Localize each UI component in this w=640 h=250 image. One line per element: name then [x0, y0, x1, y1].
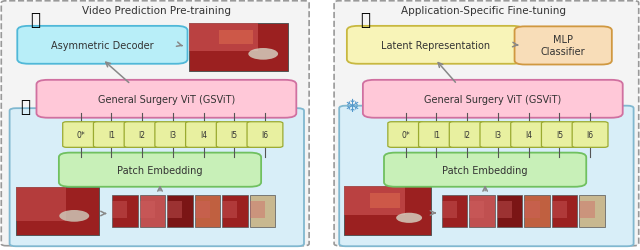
- Text: 🔥: 🔥: [30, 11, 40, 29]
- FancyBboxPatch shape: [1, 2, 309, 246]
- Bar: [16, 188, 66, 221]
- Text: Asymmetric Decoder: Asymmetric Decoder: [51, 41, 154, 50]
- Bar: [167, 202, 182, 218]
- FancyBboxPatch shape: [449, 122, 485, 148]
- FancyBboxPatch shape: [10, 109, 304, 246]
- Text: 0*: 0*: [76, 130, 85, 140]
- FancyBboxPatch shape: [36, 80, 296, 118]
- FancyBboxPatch shape: [63, 122, 99, 148]
- FancyBboxPatch shape: [93, 122, 129, 148]
- FancyBboxPatch shape: [155, 122, 191, 148]
- Bar: [250, 195, 275, 228]
- FancyBboxPatch shape: [419, 122, 454, 148]
- Text: Application-Specific Fine-tuning: Application-Specific Fine-tuning: [401, 6, 566, 16]
- Bar: [189, 24, 288, 71]
- Text: I3: I3: [494, 130, 502, 140]
- Text: General Surgery ViT (GSViT): General Surgery ViT (GSViT): [98, 94, 235, 104]
- Text: ❄: ❄: [344, 97, 360, 115]
- FancyBboxPatch shape: [17, 27, 188, 64]
- Bar: [579, 195, 605, 228]
- Text: I5: I5: [556, 130, 563, 140]
- Text: 🔥: 🔥: [360, 11, 370, 29]
- Bar: [344, 186, 431, 235]
- Text: MLP
Classifier: MLP Classifier: [541, 35, 586, 57]
- Text: General Surgery ViT (GSViT): General Surgery ViT (GSViT): [424, 94, 561, 104]
- FancyBboxPatch shape: [247, 122, 283, 148]
- FancyBboxPatch shape: [186, 122, 221, 148]
- FancyBboxPatch shape: [216, 122, 252, 148]
- Bar: [552, 195, 577, 228]
- Bar: [370, 194, 401, 208]
- Bar: [222, 195, 248, 228]
- FancyBboxPatch shape: [124, 122, 160, 148]
- Text: I3: I3: [169, 130, 177, 140]
- Bar: [442, 202, 457, 218]
- Bar: [222, 202, 237, 218]
- Bar: [579, 202, 595, 218]
- FancyBboxPatch shape: [572, 122, 608, 148]
- FancyBboxPatch shape: [339, 106, 634, 246]
- Bar: [140, 195, 165, 228]
- Bar: [140, 202, 155, 218]
- Bar: [112, 202, 127, 218]
- Bar: [524, 202, 540, 218]
- FancyBboxPatch shape: [59, 153, 261, 187]
- Bar: [16, 188, 99, 235]
- Bar: [189, 24, 259, 52]
- Text: Patch Embedding: Patch Embedding: [442, 165, 528, 175]
- Text: Patch Embedding: Patch Embedding: [117, 165, 203, 175]
- Text: I2: I2: [464, 130, 470, 140]
- Circle shape: [248, 49, 278, 60]
- FancyBboxPatch shape: [480, 122, 516, 148]
- Bar: [469, 202, 484, 218]
- FancyBboxPatch shape: [515, 27, 612, 65]
- Circle shape: [396, 213, 422, 223]
- FancyBboxPatch shape: [541, 122, 577, 148]
- Text: I5: I5: [230, 130, 238, 140]
- Text: I1: I1: [433, 130, 440, 140]
- Bar: [167, 195, 193, 228]
- FancyBboxPatch shape: [363, 80, 623, 118]
- Bar: [497, 195, 522, 228]
- FancyBboxPatch shape: [511, 122, 547, 148]
- FancyBboxPatch shape: [347, 27, 524, 64]
- Bar: [524, 195, 550, 228]
- Text: I6: I6: [261, 130, 269, 140]
- Text: 0*: 0*: [401, 130, 410, 140]
- Text: I4: I4: [200, 130, 207, 140]
- Bar: [552, 202, 567, 218]
- Bar: [195, 202, 210, 218]
- FancyBboxPatch shape: [388, 122, 424, 148]
- FancyBboxPatch shape: [384, 153, 586, 187]
- Text: Latent Representation: Latent Representation: [381, 41, 490, 50]
- Text: I1: I1: [108, 130, 115, 140]
- Bar: [469, 195, 495, 228]
- Bar: [195, 195, 220, 228]
- FancyBboxPatch shape: [334, 2, 639, 246]
- Bar: [442, 195, 467, 228]
- Text: 🔥: 🔥: [20, 97, 31, 115]
- Text: Video Prediction Pre-training: Video Prediction Pre-training: [83, 6, 231, 16]
- Bar: [344, 186, 405, 216]
- Text: I4: I4: [525, 130, 532, 140]
- Bar: [112, 195, 138, 228]
- Text: I2: I2: [139, 130, 145, 140]
- Bar: [497, 202, 512, 218]
- Text: I6: I6: [586, 130, 594, 140]
- Bar: [218, 31, 253, 45]
- Circle shape: [60, 210, 89, 222]
- Bar: [250, 202, 265, 218]
